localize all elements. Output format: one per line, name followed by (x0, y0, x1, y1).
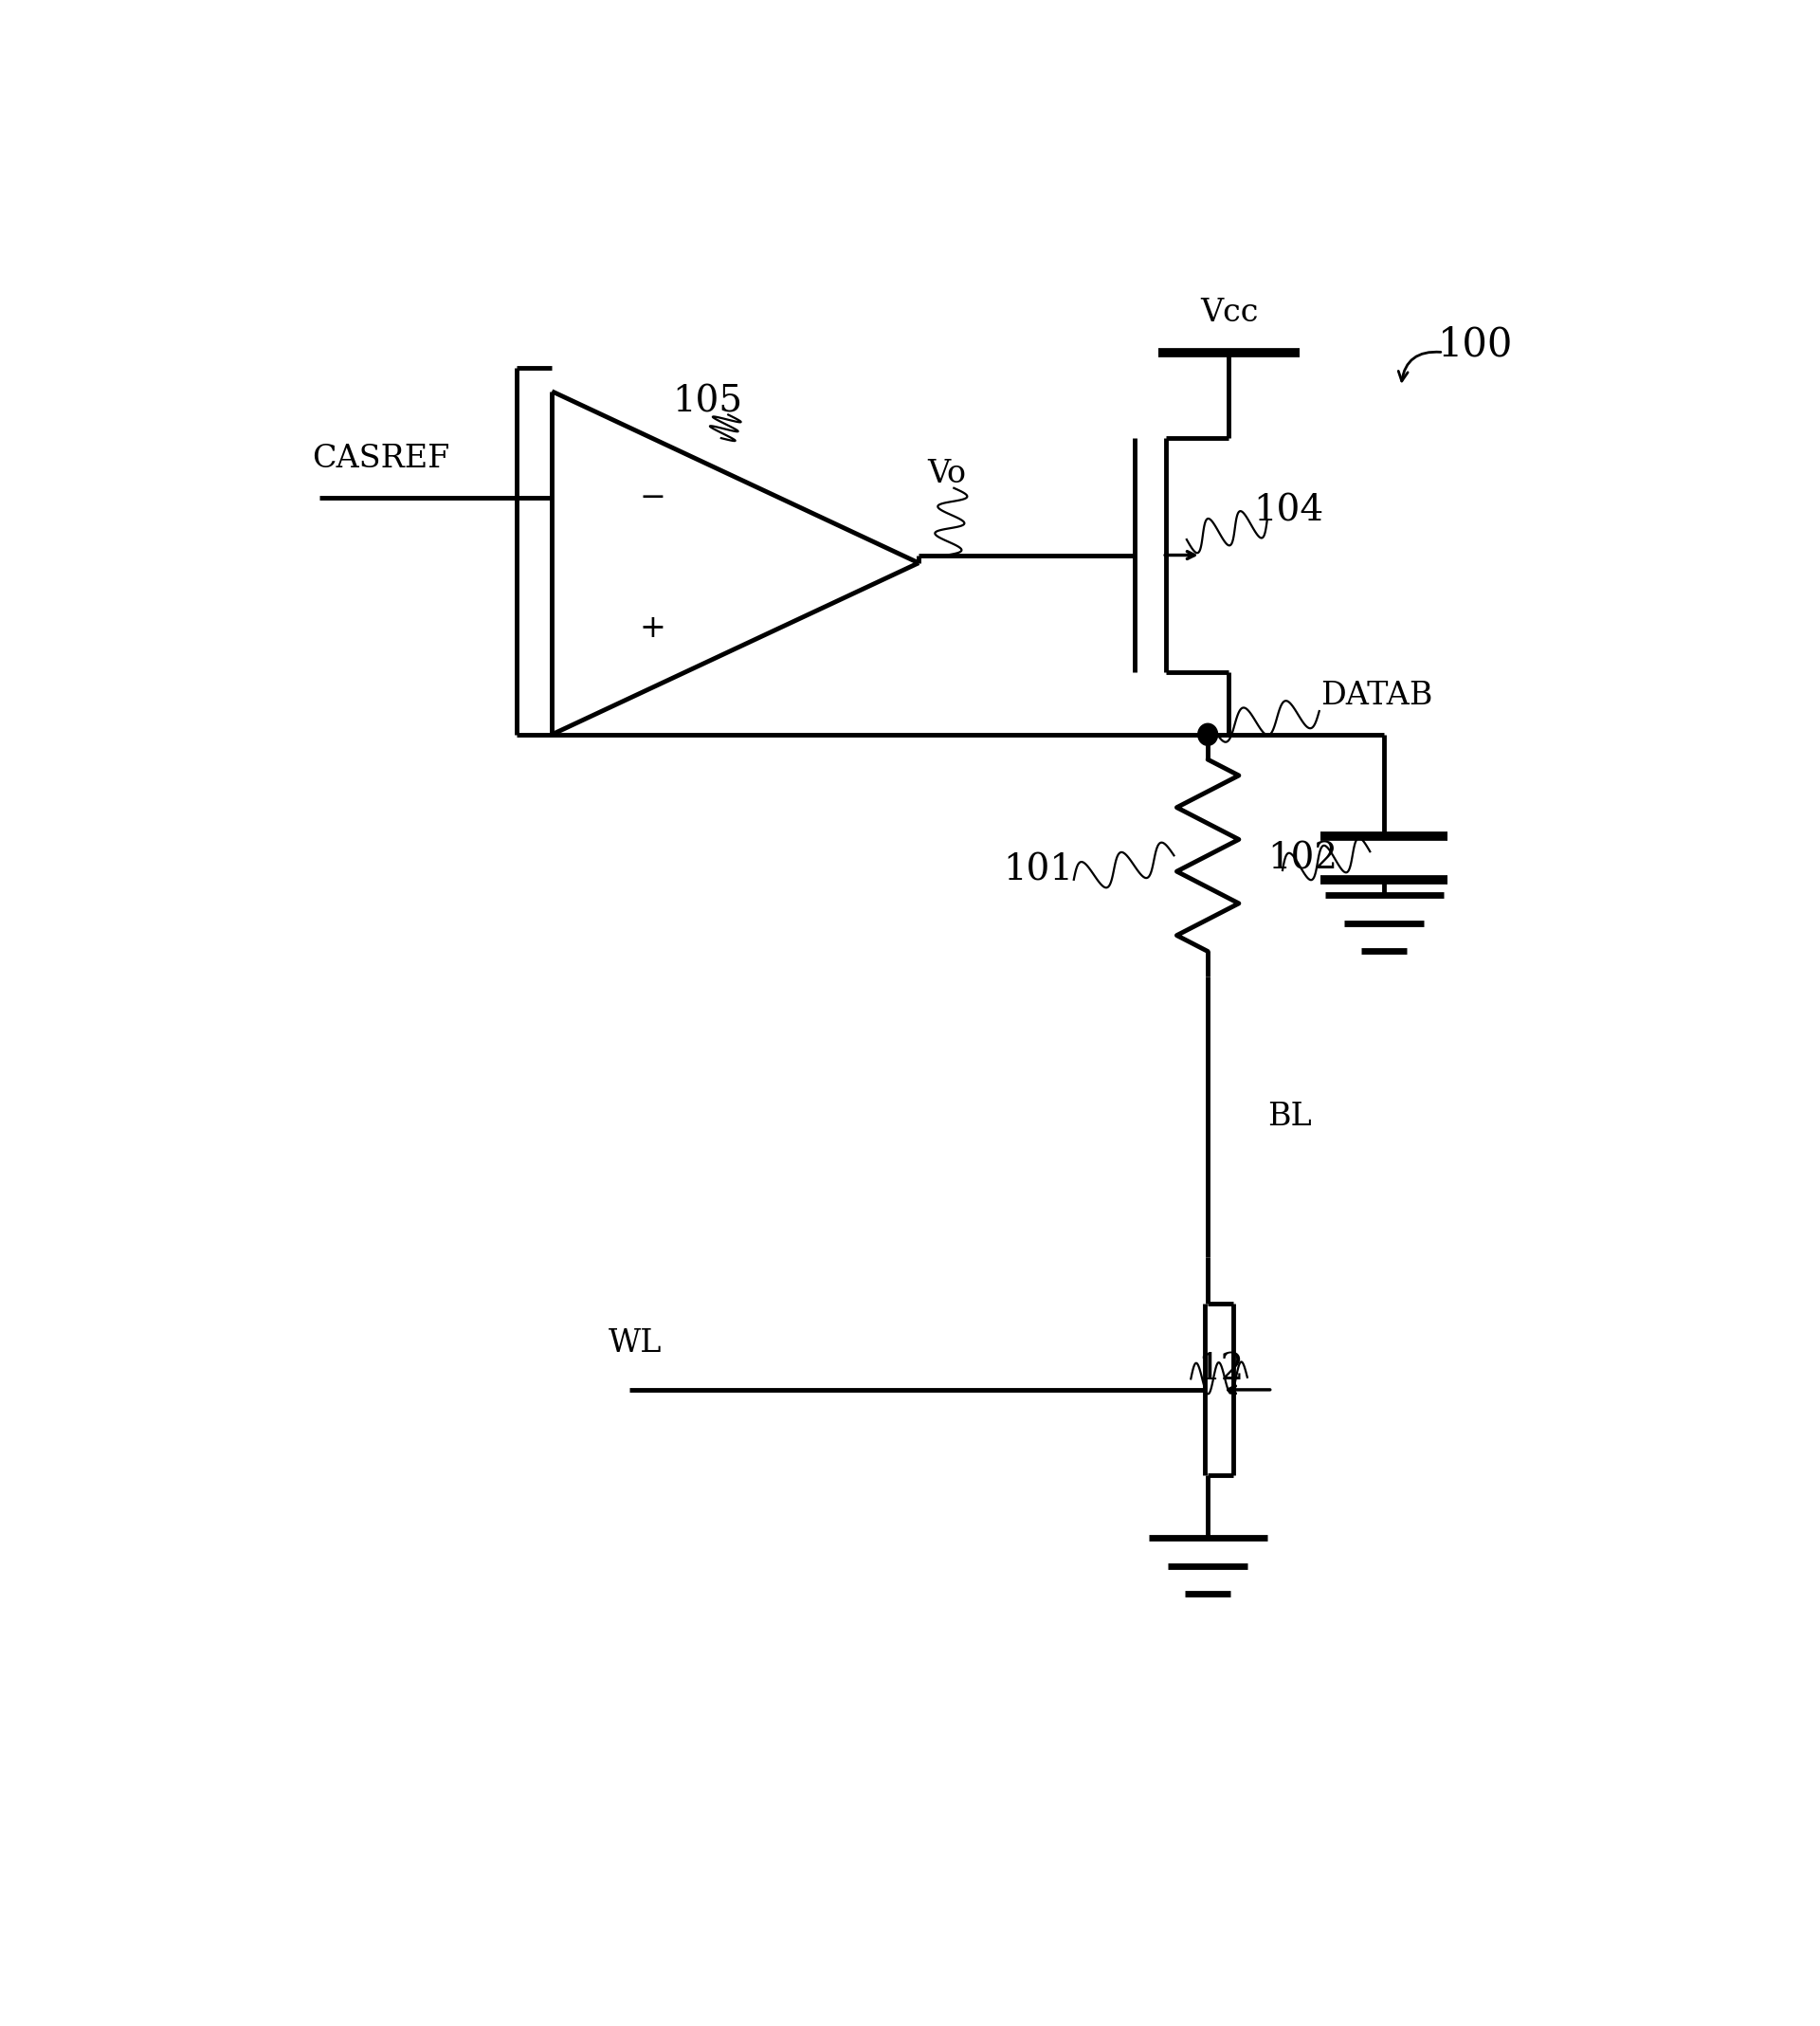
Text: Vo: Vo (928, 458, 966, 488)
Text: 102: 102 (1267, 841, 1338, 877)
Text: Vcc: Vcc (1199, 298, 1258, 328)
Text: BL: BL (1267, 1102, 1310, 1133)
Text: −: − (639, 482, 666, 513)
Text: 104: 104 (1252, 494, 1323, 529)
Text: DATAB: DATAB (1321, 681, 1432, 711)
Text: 12: 12 (1198, 1351, 1245, 1388)
Circle shape (1198, 723, 1218, 746)
Text: +: + (639, 614, 666, 644)
Text: CASREF: CASREF (313, 444, 450, 474)
Text: WL: WL (608, 1327, 662, 1357)
Text: 100: 100 (1438, 324, 1514, 365)
Text: 105: 105 (672, 385, 743, 419)
Text: 101: 101 (1003, 853, 1074, 887)
